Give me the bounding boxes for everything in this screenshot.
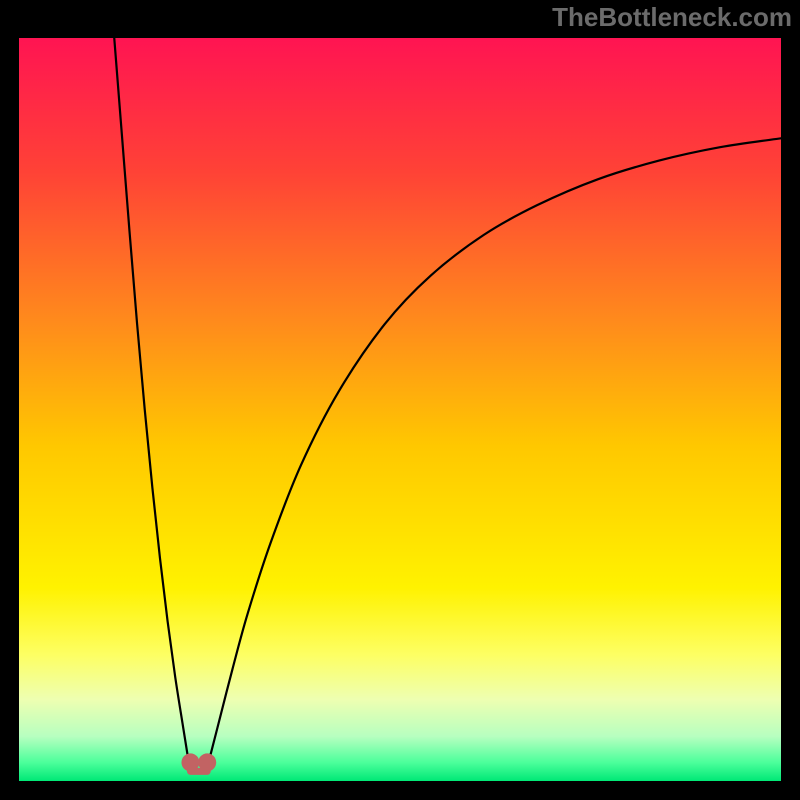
gradient-background <box>19 38 781 781</box>
watermark-text: TheBottleneck.com <box>552 2 792 33</box>
marker-dot-1 <box>198 753 216 771</box>
chart-container: TheBottleneck.com <box>0 0 800 800</box>
plot-svg <box>19 38 781 781</box>
marker-dot-0 <box>181 753 199 771</box>
